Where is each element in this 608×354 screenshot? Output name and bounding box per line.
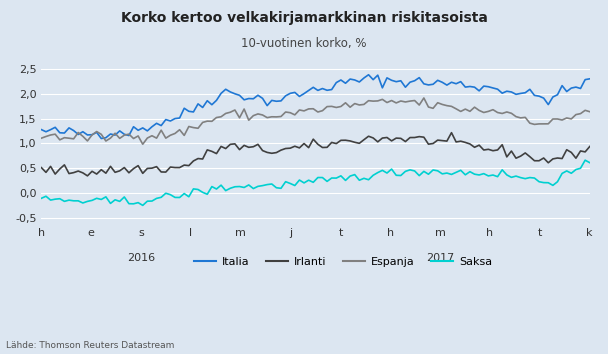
Text: Lähde: Thomson Reuters Datastream: Lähde: Thomson Reuters Datastream: [6, 342, 174, 350]
Text: Korko kertoo velkakirjamarkkinan riskitasoista: Korko kertoo velkakirjamarkkinan riskita…: [120, 11, 488, 25]
Text: 2017: 2017: [426, 253, 454, 263]
Text: 2016: 2016: [127, 253, 155, 263]
Text: 10-vuotinen korko, %: 10-vuotinen korko, %: [241, 37, 367, 50]
Legend: Italia, Irlanti, Espanja, Saksa: Italia, Irlanti, Espanja, Saksa: [190, 252, 497, 271]
